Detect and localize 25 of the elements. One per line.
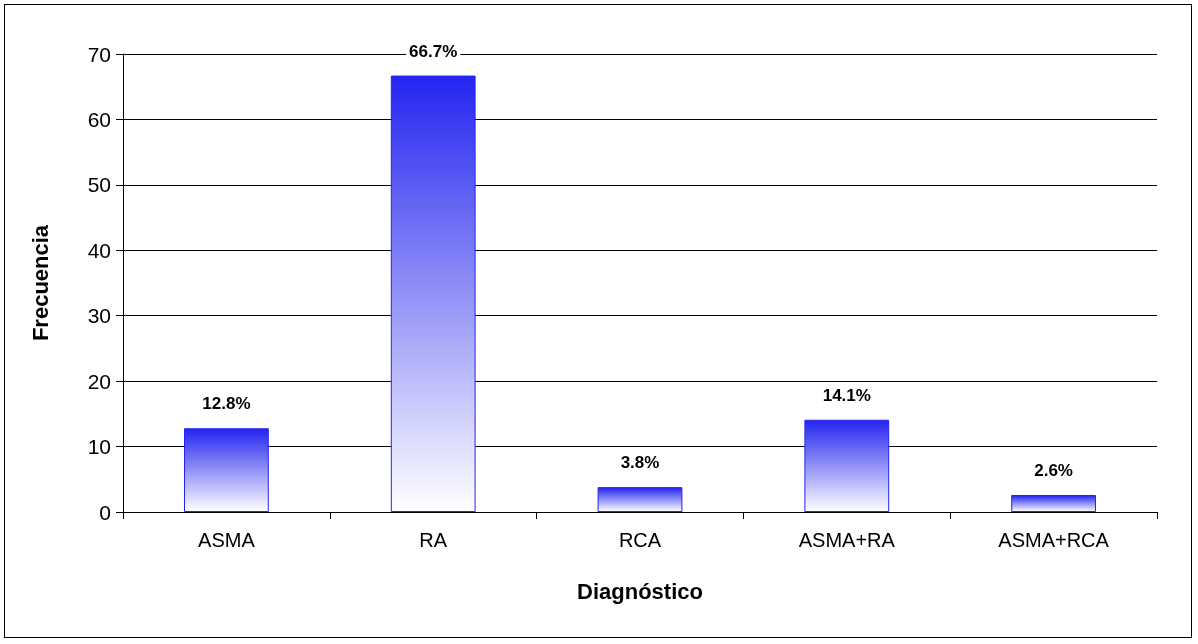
bar [390,75,476,512]
y-tick-label: 70 [87,42,111,66]
bar [1011,494,1096,512]
data-label: 14.1% [822,385,871,405]
bar [597,487,683,512]
data-label: 3.8% [620,453,660,473]
x-tick-label: RA [419,529,448,551]
y-tick-label: 40 [87,238,111,262]
x-tick-label: ASMA+RA [798,529,896,551]
x-tick-label: RCA [618,529,662,551]
y-tick-label: 0 [99,500,111,524]
x-tick-label: ASMA+RCA [998,529,1110,551]
y-axis-title: Frecuencia [27,224,53,342]
bar [804,419,890,512]
data-label: 66.7% [409,41,458,61]
data-label: 2.6% [1034,460,1073,480]
data-label: 12.8% [202,394,251,414]
bar [184,428,269,512]
y-tick-label: 50 [87,173,111,197]
x-tick-label: ASMA [198,529,256,551]
y-tick-label: 20 [87,369,111,393]
y-tick-label: 10 [87,435,111,459]
y-tick-label: 30 [87,304,111,328]
y-tick-label: 60 [87,107,111,131]
x-axis-title: Diagnóstico [577,578,703,604]
